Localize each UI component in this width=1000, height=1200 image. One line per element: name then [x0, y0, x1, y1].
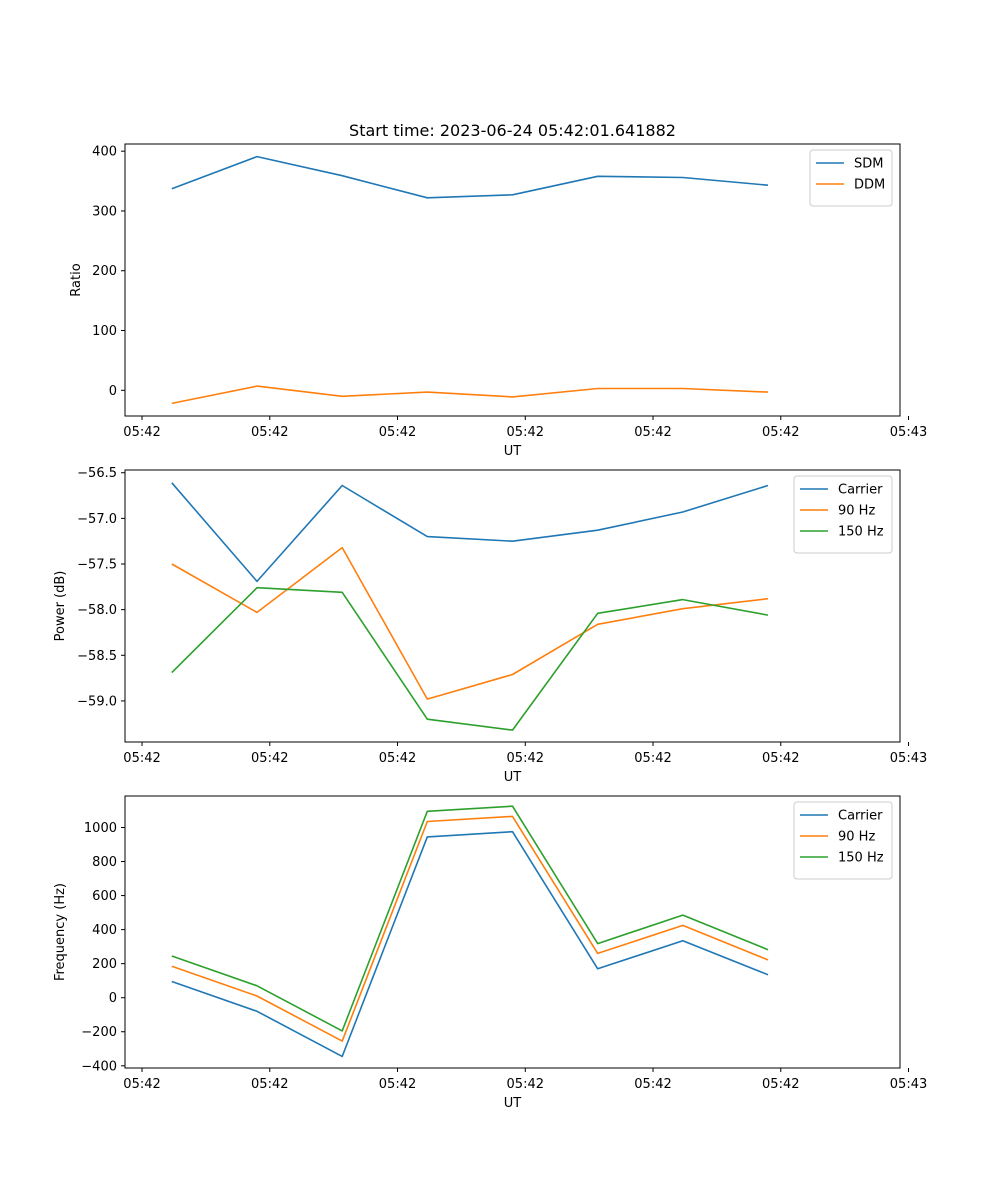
y-tick-label: 800 — [92, 855, 117, 870]
series-line-90-hz — [171, 546, 769, 700]
legend-label: 150 Hz — [838, 525, 884, 540]
series-line-carrier — [171, 482, 769, 583]
y-tick-label: −58.5 — [77, 649, 117, 664]
x-tick-label: 05:42 — [762, 751, 799, 766]
charts: 05:42 05:42 05:42 05:42 05:42 05:42 05:43 0 100 2… — [53, 143, 927, 1111]
y-tick-label: 400 — [92, 923, 117, 938]
chart-panel-3: 05:42 05:42 05:42 05:42 05:42 05:42 05:43 −400 −… — [53, 795, 927, 1111]
y-tick-label: −57.0 — [77, 512, 117, 527]
y-tick-label: −200 — [81, 1025, 117, 1040]
x-tick-label: 05:42 — [123, 751, 160, 766]
legend-box — [809, 149, 893, 207]
y-tick-label: 0 — [109, 384, 117, 399]
y-axis-label: Frequency (Hz) — [53, 883, 68, 981]
x-tick-label: 05:42 — [507, 751, 544, 766]
series-line-sdm — [171, 155, 769, 199]
axes-frame — [124, 795, 901, 1069]
legend-label: DDM — [854, 178, 885, 193]
y-tick-label: −58.0 — [77, 603, 117, 618]
legend-label: 150 Hz — [838, 851, 884, 866]
x-tick-label: 05:42 — [123, 1077, 160, 1092]
y-tick-label: 300 — [92, 204, 117, 219]
legend: Carrier 90 Hz 150 Hz — [793, 801, 893, 880]
legend-label: SDM — [854, 157, 883, 172]
x-tick-label: 05:42 — [507, 1077, 544, 1092]
y-tick-label: −400 — [81, 1059, 117, 1074]
x-tick-label: 05:42 — [762, 1077, 799, 1092]
y-axis-label: Power (dB) — [53, 571, 68, 642]
chart-panel-2: 05:42 05:42 05:42 05:42 05:42 05:42 05:43 −59.0… — [53, 466, 927, 785]
axes-frame — [124, 143, 901, 417]
legend: SDM DDM — [809, 149, 893, 207]
x-axis-label: UT — [504, 1096, 522, 1111]
y-tick-label: 1000 — [84, 821, 117, 836]
x-tick-label: 05:42 — [379, 1077, 416, 1092]
y-tick-label: 200 — [92, 264, 117, 279]
y-axis-label: Ratio — [69, 263, 84, 296]
series-line-90-hz — [171, 815, 769, 1042]
x-tick-label: 05:42 — [507, 425, 544, 440]
y-tick-label: −57.5 — [77, 558, 117, 573]
x-tick-label: 05:42 — [634, 1077, 671, 1092]
x-tick-label: 05:42 — [123, 425, 160, 440]
series-line-150-hz — [171, 586, 769, 731]
x-tick-label: 05:42 — [379, 751, 416, 766]
x-tick-label: 05:42 — [762, 425, 799, 440]
x-axis-label: UT — [504, 444, 522, 459]
x-tick-label: 05:42 — [634, 425, 671, 440]
x-tick-label: 05:42 — [251, 1077, 288, 1092]
y-tick-label: 200 — [92, 957, 117, 972]
y-tick-label: 0 — [109, 991, 117, 1006]
x-tick-label: 05:43 — [890, 1077, 927, 1092]
legend: Carrier 90 Hz 150 Hz — [793, 475, 893, 554]
x-tick-label: 05:42 — [251, 425, 288, 440]
x-tick-label: 05:42 — [379, 425, 416, 440]
x-tick-label: 05:43 — [890, 751, 927, 766]
legend-box — [793, 475, 893, 554]
legend-label: 90 Hz — [838, 504, 875, 519]
y-tick-label: −59.0 — [77, 694, 117, 709]
series-line-150-hz — [171, 805, 769, 1032]
x-tick-label: 05:43 — [890, 425, 927, 440]
legend-label: Carrier — [838, 809, 883, 824]
y-tick-label: 400 — [92, 145, 117, 160]
x-tick-label: 05:42 — [634, 751, 671, 766]
figure-title: Start time: 2023-06-24 05:42:01.641882 — [349, 121, 676, 140]
legend-box — [793, 801, 893, 880]
axes-frame — [124, 469, 901, 743]
series-line-carrier — [171, 830, 769, 1058]
legend-label: 90 Hz — [838, 830, 875, 845]
chart-panel-1: 05:42 05:42 05:42 05:42 05:42 05:42 05:43 0 100 2… — [69, 143, 927, 459]
y-tick-label: −56.5 — [77, 466, 117, 481]
y-tick-label: 100 — [92, 324, 117, 339]
x-axis-label: UT — [504, 770, 522, 785]
y-tick-label: 600 — [92, 889, 117, 904]
series-line-ddm — [171, 385, 769, 405]
x-tick-label: 05:42 — [251, 751, 288, 766]
legend-label: Carrier — [838, 483, 883, 498]
